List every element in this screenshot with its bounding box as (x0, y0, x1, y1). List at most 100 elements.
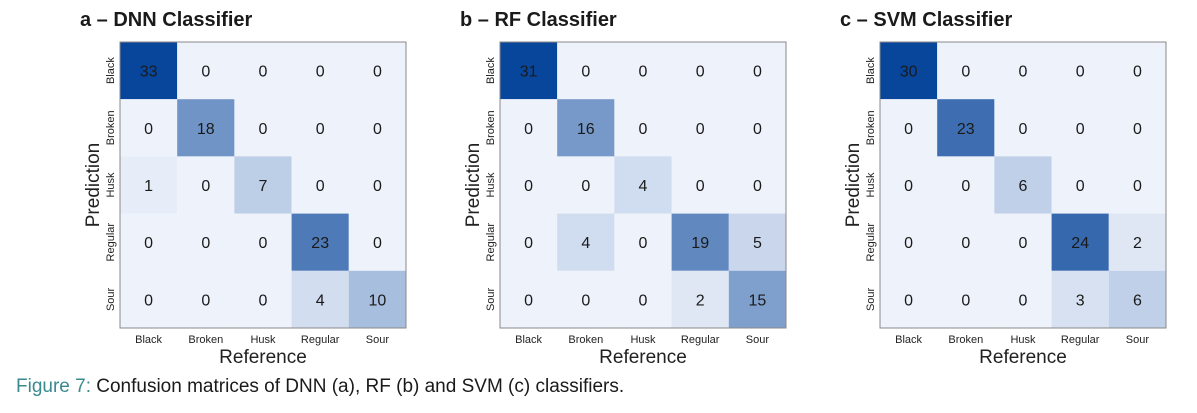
cell-value: 0 (373, 64, 382, 81)
cell-husk-broken (557, 156, 615, 214)
cell-value: 2 (1133, 235, 1142, 252)
cell-value: 0 (581, 64, 590, 81)
cell-value: 16 (577, 121, 595, 138)
cell-value: 10 (369, 292, 387, 309)
cell-value: 24 (1071, 235, 1089, 252)
cell-value: 0 (961, 64, 970, 81)
x-tick-label: Husk (250, 334, 276, 346)
cell-husk-regular (1051, 156, 1109, 214)
cell-value: 4 (581, 235, 590, 252)
cell-sour-broken (557, 270, 615, 328)
cell-value: 0 (1076, 121, 1085, 138)
cell-value: 4 (316, 292, 325, 309)
cell-value: 0 (639, 64, 648, 81)
cell-value: 0 (524, 235, 533, 252)
y-tick-label: Broken (865, 110, 877, 145)
cell-value: 0 (259, 292, 268, 309)
cell-broken-husk (994, 99, 1052, 157)
cell-value: 0 (373, 235, 382, 252)
cell-regular-husk (234, 213, 292, 271)
figure-caption-label: Figure 7: (16, 376, 91, 397)
cell-husk-husk (994, 156, 1052, 214)
y-tick-label: Sour (105, 287, 117, 311)
cell-sour-regular (671, 270, 729, 328)
cell-value: 0 (753, 121, 762, 138)
cell-regular-black (880, 213, 938, 271)
plot-border (499, 41, 787, 329)
cell-husk-broken (177, 156, 235, 214)
cell-value: 0 (961, 235, 970, 252)
cell-sour-black (880, 270, 938, 328)
chart-title: a – DNN Classifier (80, 9, 253, 31)
cell-sour-sour (1108, 270, 1166, 328)
cell-value: 0 (524, 121, 533, 138)
y-axis-label: Prediction (463, 143, 484, 228)
x-tick-label: Broken (948, 334, 983, 346)
cell-value: 0 (524, 178, 533, 195)
cell-value: 0 (373, 178, 382, 195)
cell-broken-regular (291, 99, 349, 157)
cell-broken-black (120, 99, 178, 157)
figure-caption: Figure 7: Confusion matrices of DNN (a),… (16, 376, 624, 398)
x-tick-label: Broken (568, 334, 603, 346)
cell-value: 0 (753, 178, 762, 195)
cell-broken-husk (614, 99, 672, 157)
cell-value: 0 (259, 235, 268, 252)
cell-sour-broken (937, 270, 995, 328)
cell-value: 0 (201, 64, 210, 81)
cell-value: 0 (201, 235, 210, 252)
cell-husk-husk (234, 156, 292, 214)
cell-value: 0 (1019, 292, 1028, 309)
y-tick-label: Black (485, 57, 497, 84)
cell-black-sour (728, 42, 786, 100)
cell-value: 0 (904, 121, 913, 138)
cell-sour-husk (614, 270, 672, 328)
cell-sour-husk (234, 270, 292, 328)
cell-value: 3 (1076, 292, 1085, 309)
y-tick-label: Husk (485, 172, 497, 198)
cell-value: 0 (904, 178, 913, 195)
cell-broken-broken (937, 99, 995, 157)
cell-black-black (880, 42, 938, 100)
cell-value: 0 (696, 178, 705, 195)
cell-value: 0 (961, 178, 970, 195)
cell-value: 0 (696, 121, 705, 138)
cell-sour-sour (728, 270, 786, 328)
cell-regular-black (500, 213, 558, 271)
x-tick-label: Black (895, 334, 922, 346)
cell-black-husk (994, 42, 1052, 100)
cell-value: 0 (961, 292, 970, 309)
cell-value: 0 (524, 292, 533, 309)
cell-value: 0 (201, 292, 210, 309)
cell-value: 30 (900, 64, 918, 81)
plot-border (879, 41, 1167, 329)
x-tick-label: Sour (746, 334, 770, 346)
cell-value: 7 (259, 178, 268, 195)
figure-caption-text: Confusion matrices of DNN (a), RF (b) an… (90, 376, 625, 397)
cell-value: 0 (581, 178, 590, 195)
plot-border (119, 41, 407, 329)
cell-value: 0 (373, 121, 382, 138)
cell-value: 0 (1133, 121, 1142, 138)
cell-value: 0 (753, 64, 762, 81)
x-tick-label: Husk (1010, 334, 1036, 346)
cell-black-husk (614, 42, 672, 100)
cell-value: 19 (691, 235, 709, 252)
cell-value: 33 (140, 64, 158, 81)
cell-value: 15 (749, 292, 767, 309)
cell-value: 31 (520, 64, 538, 81)
cell-husk-black (120, 156, 178, 214)
cell-value: 0 (1019, 121, 1028, 138)
cell-regular-broken (177, 213, 235, 271)
cell-black-broken (177, 42, 235, 100)
cell-value: 0 (639, 235, 648, 252)
x-tick-label: Sour (1126, 334, 1150, 346)
y-tick-label: Black (105, 57, 117, 84)
cell-sour-regular (291, 270, 349, 328)
x-axis-label: Reference (219, 347, 307, 368)
cell-broken-sour (728, 99, 786, 157)
x-tick-label: Sour (366, 334, 390, 346)
cell-husk-sour (728, 156, 786, 214)
y-tick-label: Regular (865, 223, 877, 262)
